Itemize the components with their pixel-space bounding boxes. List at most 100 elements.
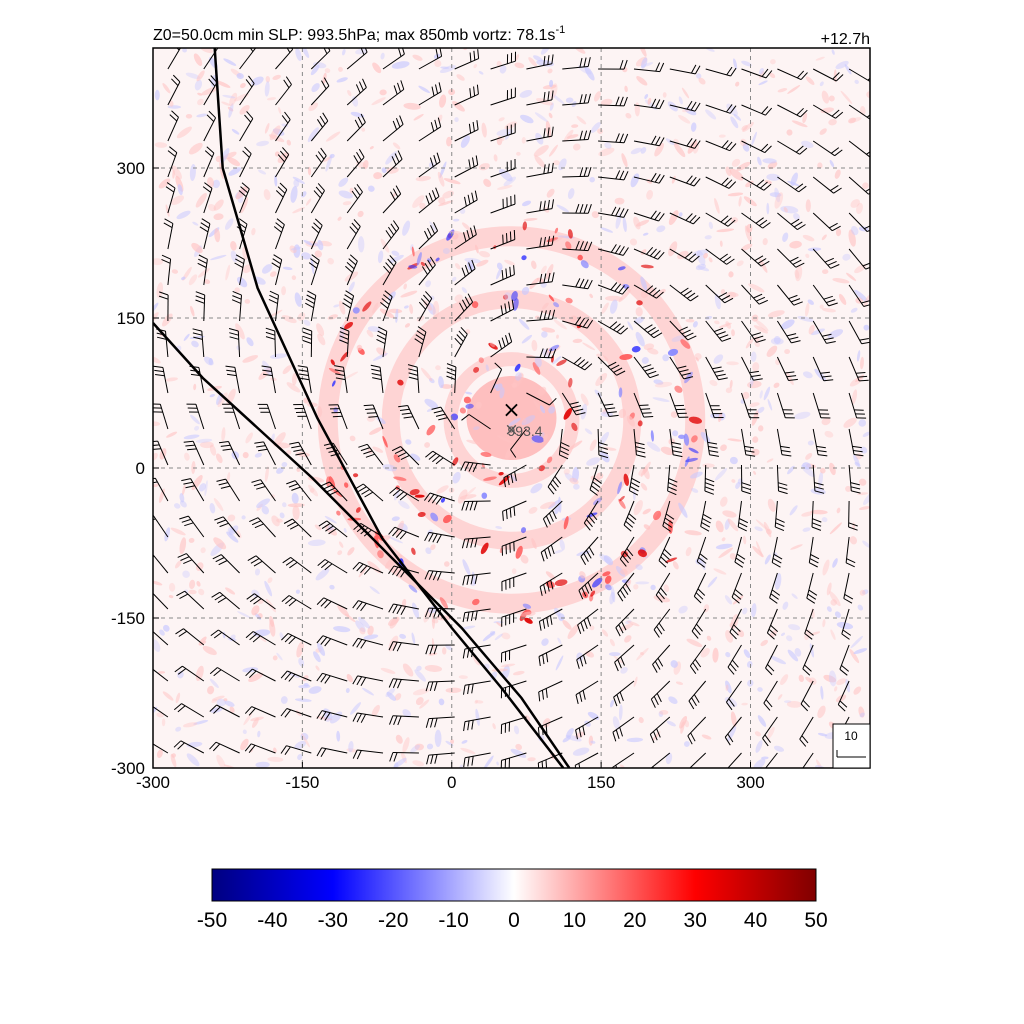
barb-flag [700, 526, 710, 532]
wind-barb [669, 392, 689, 418]
vorticity-cell [254, 568, 261, 576]
barb-staff [575, 680, 599, 696]
barb-flag [251, 479, 261, 483]
barb-staff [275, 224, 285, 250]
vorticity-cell [545, 571, 556, 580]
vorticity-cell [496, 267, 502, 280]
barb-staff [841, 608, 850, 635]
vorticity-cell [165, 204, 170, 217]
title-superscript: -1 [555, 24, 565, 36]
wind-barb [777, 104, 808, 118]
barb-flag [587, 241, 593, 251]
vorticity-cell [524, 617, 533, 624]
vorticity-cell [391, 250, 400, 257]
barb-flag [832, 225, 841, 232]
barb-flag [139, 702, 147, 708]
barb-flag [610, 282, 618, 291]
barb-staff [705, 392, 715, 418]
barb-flag [584, 584, 590, 594]
vorticity-cell [437, 171, 445, 187]
vorticity-cell [209, 678, 219, 688]
barb-staff [490, 60, 516, 70]
wind-barb [845, 536, 856, 568]
vorticity-cell [749, 402, 760, 407]
vorticity-cell [703, 252, 708, 259]
wind-barb [426, 752, 455, 765]
vorticity-cell [849, 536, 858, 545]
vorticity-cell [213, 498, 224, 512]
wind-barb [376, 326, 388, 358]
vorticity-cell [731, 329, 735, 337]
barb-flag [716, 331, 726, 336]
vorticity-cell [162, 82, 171, 94]
wind-barb [280, 708, 312, 718]
wind-barb [328, 404, 348, 430]
barb-flag [615, 170, 621, 180]
vorticity-cell [858, 419, 867, 427]
wind-barb [597, 244, 629, 256]
vorticity-cell [828, 95, 835, 102]
barb-flag [857, 375, 868, 378]
vorticity-cell [780, 674, 789, 686]
barb-flag [619, 170, 625, 180]
barb-flag [435, 84, 439, 94]
vorticity-cell [565, 241, 572, 250]
barb-staff [418, 230, 438, 250]
barb-flag [219, 522, 229, 528]
barb-flag [551, 162, 554, 173]
barb-flag [476, 84, 479, 95]
vorticity-cell [567, 623, 580, 640]
wind-barb [837, 680, 850, 712]
wind-barb [812, 248, 840, 269]
vorticity-cell [725, 684, 729, 691]
barb-staff [704, 464, 707, 492]
vorticity-cell [202, 645, 217, 656]
barb-flag [689, 665, 697, 674]
vorticity-cell [755, 319, 769, 332]
barb-flag [463, 232, 467, 242]
barb-flag [719, 334, 729, 339]
vorticity-cell [523, 217, 538, 222]
vorticity-cell [207, 685, 215, 695]
barb-flag [321, 522, 331, 530]
wind-barb [289, 441, 312, 466]
wind-barb [540, 536, 563, 562]
barb-flag [428, 570, 434, 580]
vorticity-cell [802, 527, 811, 532]
vorticity-cell [356, 344, 363, 351]
barb-flag [655, 99, 661, 109]
vorticity-cell [591, 211, 599, 219]
barb-flag [817, 450, 827, 453]
barb-flag [425, 681, 430, 692]
barb-flag [397, 715, 402, 726]
barb-flag [690, 732, 696, 742]
barb-flag [371, 368, 381, 372]
barb-staff [848, 248, 866, 270]
barb-flag [539, 201, 542, 211]
barb-flag [176, 590, 186, 597]
wind-barb [597, 392, 619, 417]
vorticity-cell [674, 385, 683, 393]
wind-barb [239, 75, 255, 106]
vorticity-cell [540, 501, 556, 510]
vorticity-cell [650, 584, 656, 591]
wind-barb [580, 536, 599, 565]
barb-staff [167, 223, 174, 250]
barb-flag [690, 767, 691, 768]
barb-flag [828, 302, 838, 307]
vorticity-cell [161, 313, 173, 327]
wind-barb [575, 680, 599, 705]
barb-flag [539, 273, 543, 284]
vorticity-cell [333, 304, 340, 308]
barb-staff [468, 414, 491, 430]
barb-staff [848, 68, 870, 83]
barb-flag [432, 533, 438, 543]
barb-staff [538, 644, 563, 657]
colorbar-ticks: -50 -40 -30 -20 -10 0 10 20 30 40 50 [197, 909, 828, 932]
barb-flag [284, 111, 291, 120]
wind-barbs [139, 48, 870, 768]
barb-flag [626, 516, 635, 524]
wind-barb [310, 112, 329, 142]
barb-flag [238, 218, 248, 225]
barb-flag [603, 403, 614, 406]
